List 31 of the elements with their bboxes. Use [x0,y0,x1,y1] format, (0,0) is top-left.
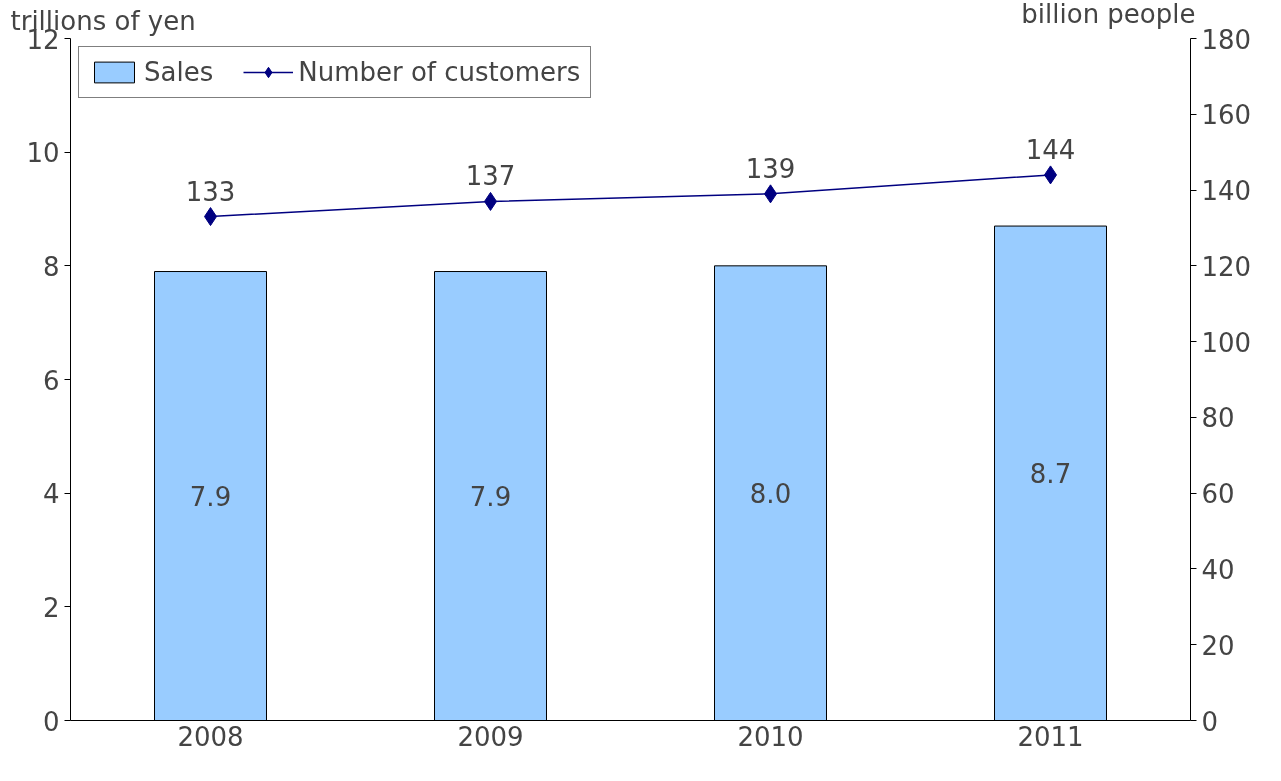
data-label: 7.9 [469,482,512,513]
y-tick-label: 4 [42,479,60,510]
data-label: 139 [745,153,796,184]
data-label: 7.9 [189,482,232,513]
y2-tick-label: 80 [1201,403,1235,434]
y2-tick-label: 60 [1201,479,1235,510]
y-tick-label: 0 [42,706,60,737]
x-tick-label: 2011 [1017,721,1084,752]
y2-tick-label: 180 [1201,24,1252,55]
data-label: 133 [185,176,236,207]
y-tick-label: 6 [42,365,60,396]
data-label: 137 [465,161,516,192]
x-tick-label: 2008 [177,721,244,752]
data-label: 144 [1025,134,1076,165]
data-label: 8.7 [1029,459,1072,490]
y-tick-label: 10 [26,138,60,169]
y-tick-label: 8 [42,251,60,282]
y2-tick-label: 0 [1201,706,1219,737]
y2-tick-label: 20 [1201,630,1235,661]
y2-tick-label: 40 [1201,554,1235,585]
data-label: 8.0 [749,479,792,510]
x-tick-label: 2010 [737,721,804,752]
y-tick-label: 2 [42,592,60,623]
y2-tick-label: 160 [1201,100,1252,131]
legend-label: Number of customers [298,57,581,87]
y2-tick-label: 120 [1201,251,1252,282]
y2-tick-label: 100 [1201,327,1252,358]
y2-axis-title: billion people [1021,0,1196,29]
y2-tick-label: 140 [1201,176,1252,207]
x-tick-label: 2009 [457,721,524,752]
legend-label: Sales [144,57,214,87]
